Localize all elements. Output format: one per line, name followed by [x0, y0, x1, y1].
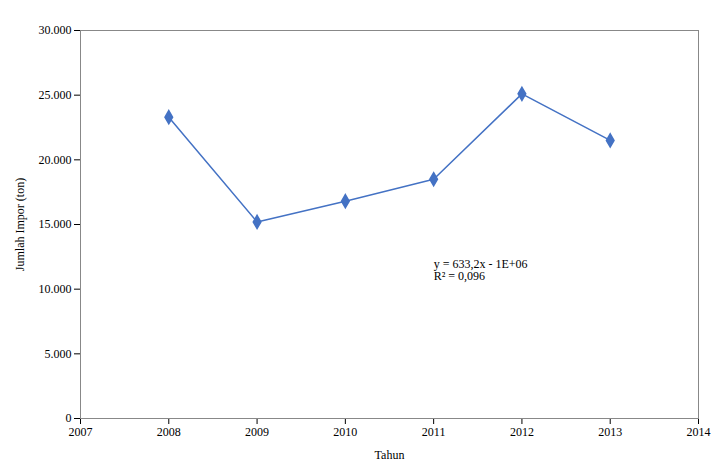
- svg-text:Jumlah Impor (ton): Jumlah Impor (ton): [13, 178, 27, 271]
- svg-text:2014: 2014: [687, 425, 711, 439]
- svg-text:30.000: 30.000: [39, 23, 72, 37]
- svg-text:2009: 2009: [245, 425, 269, 439]
- svg-text:25.000: 25.000: [39, 88, 72, 102]
- svg-text:10.000: 10.000: [39, 282, 72, 296]
- svg-text:2012: 2012: [510, 425, 534, 439]
- svg-text:2011: 2011: [422, 425, 446, 439]
- svg-text:2010: 2010: [333, 425, 357, 439]
- svg-text:0: 0: [66, 411, 72, 425]
- svg-text:15.000: 15.000: [39, 217, 72, 231]
- svg-text:2008: 2008: [157, 425, 181, 439]
- svg-text:y = 633,2x - 1E+06R² = 0,096: y = 633,2x - 1E+06R² = 0,096: [434, 257, 528, 283]
- svg-text:5.000: 5.000: [45, 347, 72, 361]
- svg-text:20.000: 20.000: [39, 153, 72, 167]
- svg-text:Tahun: Tahun: [375, 448, 405, 462]
- svg-text:2007: 2007: [69, 425, 93, 439]
- svg-text:2013: 2013: [598, 425, 622, 439]
